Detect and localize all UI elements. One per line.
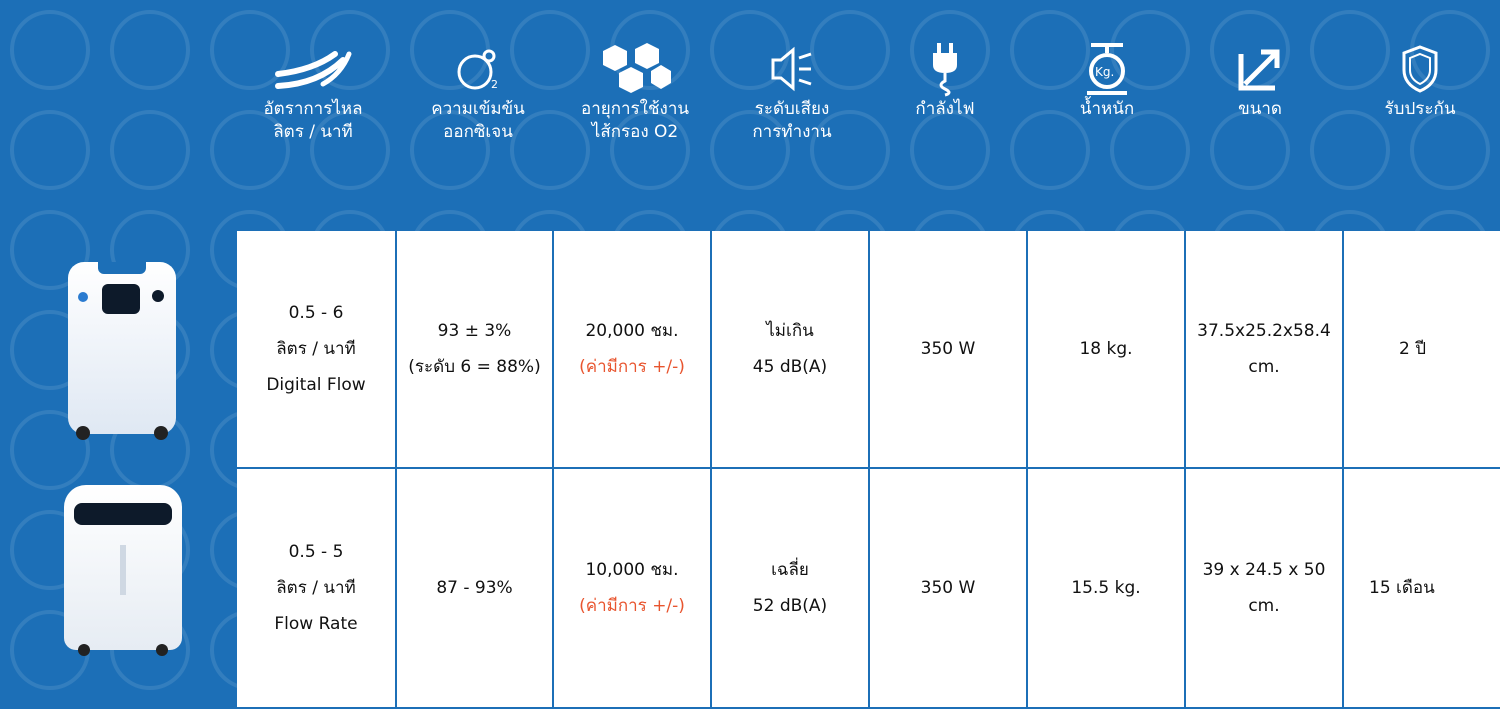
header-label-1: รับประกัน [1384,99,1456,119]
table-cell-weight: 15.5 kg. [1028,469,1186,709]
table-cell-power: 350 W [870,469,1028,709]
cell-text: 93 ± 3% [437,321,512,341]
cell-text: 0.5 - 5 [288,542,344,562]
product-image-concentrator-2 [64,485,182,656]
header-flow-rate: อัตราการไหล ลิตร / นาที [238,40,388,144]
header-filter-life: อายุการใช้งาน ไส้กรอง O2 [560,40,710,144]
header-label-1: ความเข้มข้น [431,99,525,119]
speaker-icon [771,46,812,92]
cell-text: 10,000 ชม. [585,560,679,580]
header-power: กำลังไฟ [870,40,1020,121]
cell-text: 350 W [920,339,976,359]
table-cell-concentration: 87 - 93% [397,469,554,709]
table-cell-flow: 0.5 - 5 ลิตร / นาที Flow Rate [237,469,397,709]
cell-text: ลิตร / นาที [276,339,356,359]
table-cell-weight: 18 kg. [1028,231,1186,469]
header-label-1: อายุการใช้งาน [581,99,689,119]
spec-header-row: อัตราการไหล ลิตร / นาที 2 ความเข้มข้น ออ… [0,0,1500,200]
table-cell-size: 37.5x25.2x58.4 cm. [1186,231,1344,469]
cell-text: 39 x 24.5 x 50 [1202,560,1326,580]
table-cell-warranty: 2 ปี [1344,231,1500,469]
header-noise-level: ระดับเสียง การทำงาน [717,40,867,144]
table-cell-power: 350 W [870,231,1028,469]
table-cell-noise: ไม่เกิน 45 dB(A) [712,231,870,469]
shield-icon [1402,45,1438,93]
cell-text: 15 เดือน [1369,578,1435,598]
power-plug-icon [933,43,957,97]
cell-text: 52 dB(A) [752,596,828,616]
cell-text: 45 dB(A) [752,357,828,377]
table-cell-filter: 10,000 ชม. (ค่ามีการ +/-) [554,469,712,709]
table-cell-filter: 20,000 ชม. (ค่ามีการ +/-) [554,231,712,469]
table-cell-size: 39 x 24.5 x 50 cm. [1186,469,1344,709]
weight-badge: Kg. [1095,65,1114,79]
header-o2-concentration: 2 ความเข้มข้น ออกซิเจน [403,40,553,144]
cell-text: เฉลี่ย [771,560,809,580]
cell-text: ลิตร / นาที [276,578,356,598]
cell-text: 15.5 kg. [1071,578,1141,598]
header-label-2: ไส้กรอง O2 [591,122,679,142]
cell-text: 87 - 93% [436,578,513,598]
cell-text: 20,000 ชม. [585,321,679,341]
size-arrow-icon [1238,49,1280,91]
table-cell-concentration: 93 ± 3% (ระดับ 6 = 88%) [397,231,554,469]
header-warranty: รับประกัน [1345,40,1495,121]
header-label-2: ลิตร / นาที [273,122,353,142]
header-label-1: อัตราการไหล [263,99,363,119]
cell-text: cm. [1248,596,1280,616]
spec-table: 0.5 - 6 ลิตร / นาที Digital Flow 93 ± 3% (ร… [237,231,1500,709]
filter-life-icon [603,43,671,93]
header-weight: Kg. น้ำหนัก [1032,40,1182,121]
cell-text: 2 ปี [1399,339,1427,359]
cell-text: Flow Rate [274,614,358,634]
header-label-1: ระดับเสียง [754,99,830,119]
table-cell-warranty: 15 เดือน [1344,469,1500,709]
cell-text: Digital Flow [266,375,366,395]
header-label-1: ขนาด [1238,99,1282,119]
cell-text: 350 W [920,578,976,598]
product-image-concentrator-1 [68,262,176,440]
header-label-1: กำลังไฟ [915,99,975,119]
cell-text: 0.5 - 6 [288,303,344,323]
cell-text: 37.5x25.2x58.4 [1197,321,1331,341]
table-cell-noise: เฉลี่ย 52 dB(A) [712,469,870,709]
weight-icon: Kg. [1087,43,1127,95]
cell-note: (ค่ามีการ +/-) [579,596,685,616]
cell-text: (ระดับ 6 = 88%) [408,357,541,377]
header-size: ขนาด [1185,40,1335,121]
header-label-1: น้ำหนัก [1079,99,1135,119]
cell-text: ไม่เกิน [766,321,814,341]
cell-text: cm. [1248,357,1280,377]
cell-note: (ค่ามีการ +/-) [579,357,685,377]
header-label-2: การทำงาน [752,122,832,142]
svg-text:2: 2 [491,78,498,91]
cell-text: 18 kg. [1079,339,1133,359]
table-cell-flow: 0.5 - 6 ลิตร / นาที Digital Flow [237,231,397,469]
air-flow-icon [275,51,352,89]
header-label-2: ออกซิเจน [443,122,513,142]
o2-concentration-icon: 2 [457,49,498,91]
